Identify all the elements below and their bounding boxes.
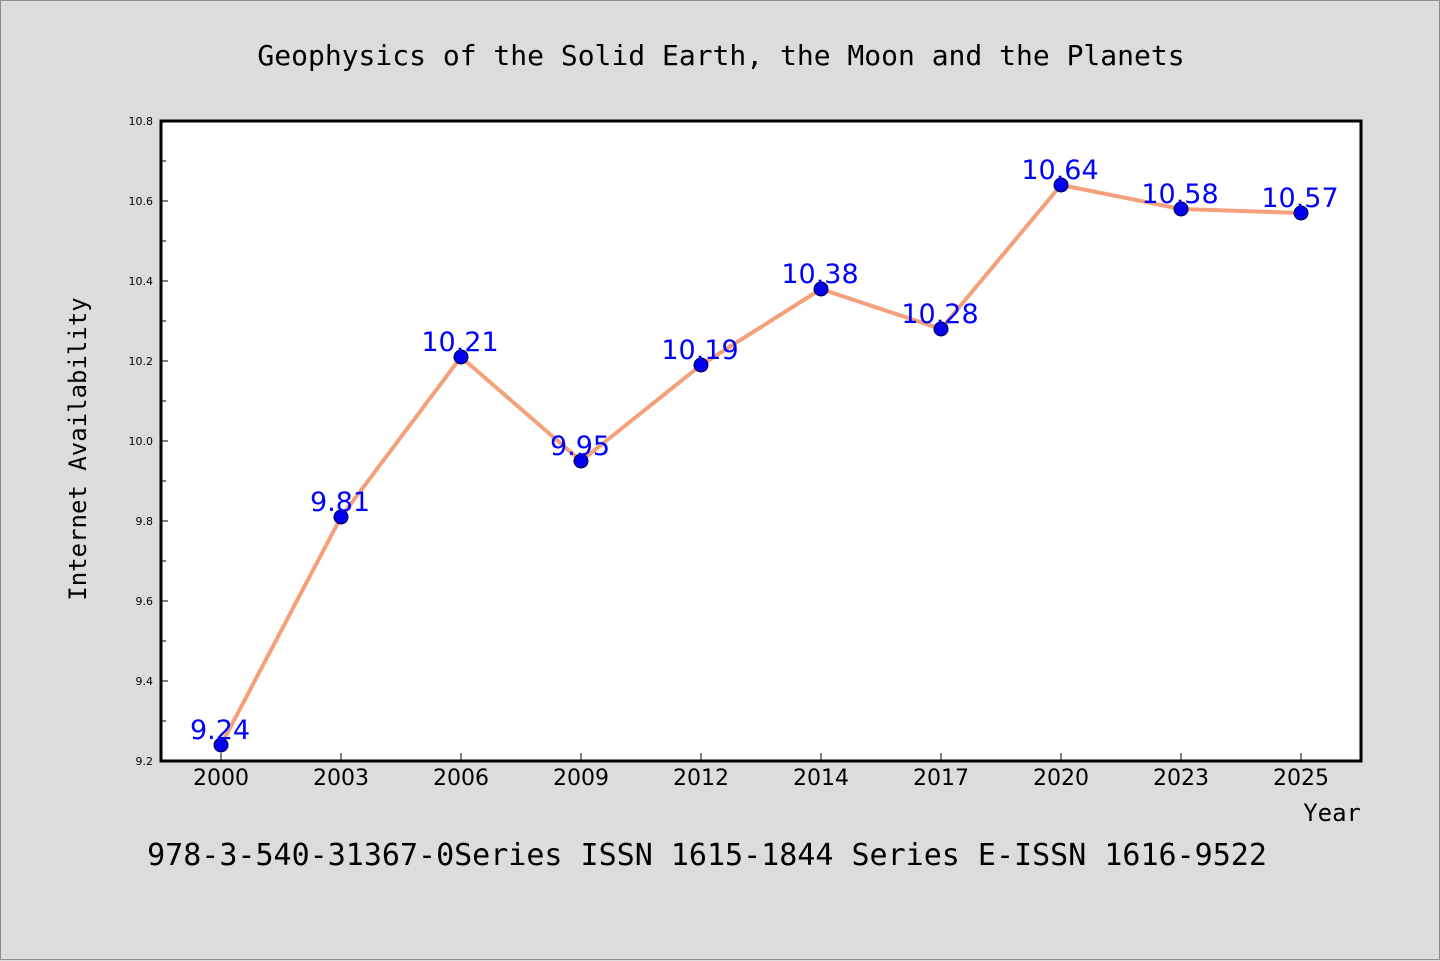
series-line bbox=[219, 183, 1303, 747]
data-point bbox=[813, 281, 829, 297]
data-label: 9.95 bbox=[550, 431, 610, 462]
y-tick-label: 10.0 bbox=[129, 435, 154, 448]
data-label: 10.64 bbox=[1021, 155, 1098, 186]
data-point bbox=[573, 453, 589, 469]
data-point bbox=[933, 321, 949, 337]
y-tick-label: 10.6 bbox=[129, 195, 154, 208]
x-tick-label: 2012 bbox=[673, 766, 729, 791]
data-point bbox=[213, 737, 229, 753]
data-label: 10.38 bbox=[781, 259, 858, 290]
data-label: 10.19 bbox=[661, 335, 738, 366]
y-tick-label: 10.8 bbox=[129, 115, 154, 128]
x-axis: 2000 2003 2006 2009 2012 2014 2017 2020 2023 2025 bbox=[193, 753, 1329, 791]
data-label: 10.57 bbox=[1261, 183, 1338, 214]
x-tick-label: 2025 bbox=[1273, 766, 1329, 791]
y-tick-label: 9.4 bbox=[136, 675, 154, 688]
chart-title: Geophysics of the Solid Earth, the Moon … bbox=[257, 39, 1184, 72]
data-point bbox=[1173, 201, 1189, 217]
data-label: 10.28 bbox=[901, 299, 978, 330]
y-tick-label: 10.4 bbox=[129, 275, 154, 288]
data-label: 10.58 bbox=[1141, 179, 1218, 210]
x-tick-label: 2009 bbox=[553, 766, 609, 791]
x-tick-label: 2017 bbox=[913, 766, 969, 791]
data-point bbox=[1293, 205, 1309, 221]
y-tick-label: 10.2 bbox=[129, 355, 154, 368]
data-point bbox=[333, 509, 349, 525]
x-tick-label: 2000 bbox=[193, 766, 249, 791]
data-label: 10.21 bbox=[421, 327, 498, 358]
footer-text: 978-3-540-31367-0Series ISSN 1615-1844 S… bbox=[147, 838, 1267, 873]
y-tick-label: 9.6 bbox=[136, 595, 154, 608]
y-axis-label: Internet Availability bbox=[64, 297, 92, 600]
data-label: 9.81 bbox=[310, 487, 370, 518]
y-tick-label: 9.8 bbox=[136, 515, 154, 528]
data-label: 9.24 bbox=[190, 715, 250, 746]
data-point bbox=[693, 357, 709, 373]
x-tick-label: 2020 bbox=[1033, 766, 1089, 791]
x-tick-label: 2014 bbox=[793, 766, 849, 791]
plot-area bbox=[159, 119, 1363, 763]
x-tick-label: 2003 bbox=[313, 766, 369, 791]
y-tick-label: 9.2 bbox=[136, 755, 154, 768]
x-tick-label: 2023 bbox=[1153, 766, 1209, 791]
series-layer: 9.24 9.81 10.21 9.95 10.19 10.38 10.28 10.64 10.… bbox=[190, 155, 1339, 753]
x-axis-label: Year bbox=[1303, 799, 1361, 827]
y-axis: 9.2 9.4 9.6 9.8 10.0 10.2 10.4 10.6 10.8 bbox=[129, 115, 168, 768]
data-point bbox=[1053, 177, 1069, 193]
x-tick-label: 2006 bbox=[433, 766, 489, 791]
data-point bbox=[453, 349, 469, 365]
